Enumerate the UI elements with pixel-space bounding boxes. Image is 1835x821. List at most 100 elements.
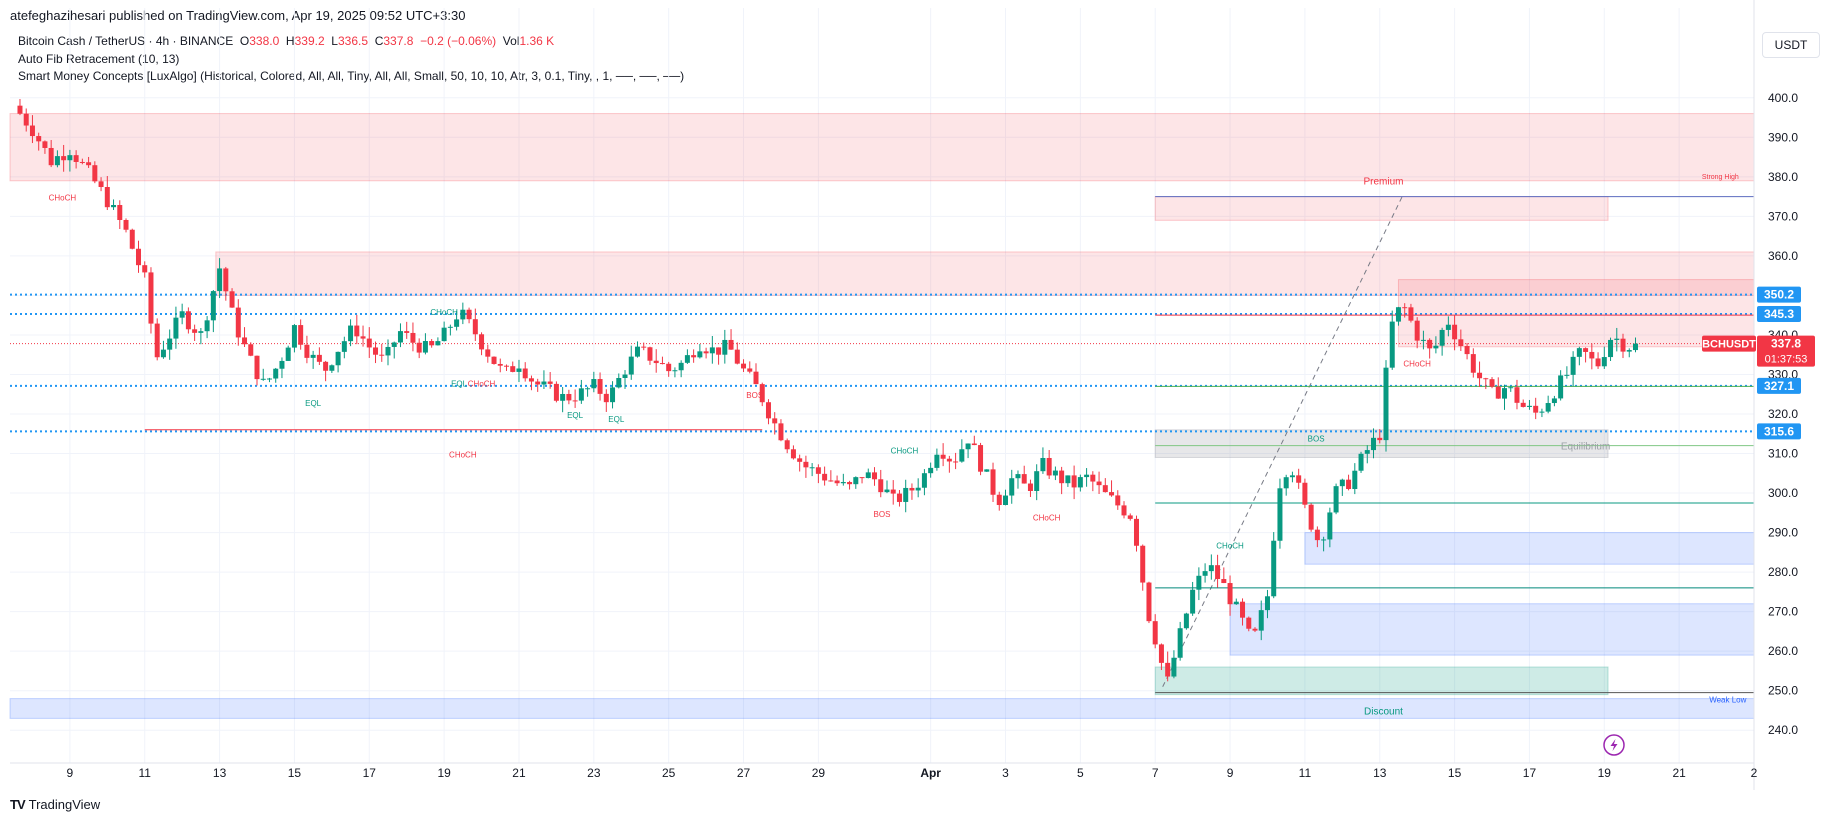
candle (179, 311, 185, 318)
candle (822, 473, 828, 481)
y-tick-label: 300.0 (1768, 486, 1798, 500)
candle (909, 487, 915, 491)
currency-button[interactable]: USDT (1762, 32, 1820, 58)
candle (1339, 479, 1345, 487)
candle (759, 384, 765, 403)
candle (260, 378, 266, 380)
candle (1333, 486, 1339, 513)
candle (797, 458, 803, 462)
zone-demand (9, 698, 1755, 719)
zone-discount (1154, 666, 1609, 696)
price-axis: 240.0 250.0 260.0 270.0 280.0 290.0 300.0 310.0… (1768, 91, 1798, 737)
candle (167, 338, 173, 350)
candle (1402, 307, 1408, 309)
candle (1065, 475, 1071, 484)
x-tick-label: 11 (138, 766, 151, 780)
x-tick-label: 5 (1077, 766, 1084, 780)
annotation-label: CHoCH (891, 447, 919, 456)
annotation-label: EQL (305, 399, 322, 408)
candle (915, 487, 921, 491)
x-tick-label: 13 (213, 766, 227, 780)
candle (1502, 388, 1508, 399)
symbol-tag-label: BCHUSDT (1702, 339, 1756, 351)
level-price-label: 350.2 (1764, 288, 1794, 302)
candle (547, 381, 553, 384)
candle (566, 393, 572, 401)
y-tick-label: 270.0 (1768, 605, 1798, 619)
candle (329, 365, 335, 371)
structure-lines (144, 196, 1754, 694)
candle (466, 309, 472, 320)
candle (1321, 539, 1327, 541)
candle (1383, 367, 1389, 441)
candle (528, 378, 534, 382)
candle (1227, 583, 1233, 605)
candle (422, 341, 428, 353)
candle (1165, 662, 1171, 677)
y-tick-label: 250.0 (1768, 684, 1798, 698)
y-tick-label: 360.0 (1768, 249, 1798, 263)
candle (1371, 437, 1377, 451)
candle (304, 344, 310, 358)
candle (996, 494, 1002, 506)
candle (953, 461, 959, 463)
publish-line: atefeghazihesari published on TradingVie… (10, 8, 466, 23)
change-value: −0.2 (−0.06%) (420, 34, 497, 48)
candle (485, 349, 491, 357)
tradingview-footer[interactable]: TV TradingView (10, 797, 100, 812)
indicator-smc[interactable]: Smart Money Concepts [LuxAlgo] (Historic… (18, 69, 685, 83)
high-value: 339.2 (294, 34, 325, 48)
y-tick-label: 280.0 (1768, 565, 1798, 579)
open-value: 338.0 (249, 34, 280, 48)
candle (42, 141, 48, 148)
annotation-label: BOS (874, 510, 891, 519)
candle (678, 362, 684, 371)
candle (903, 487, 909, 502)
candle (404, 331, 410, 333)
candle (1589, 351, 1595, 359)
last-price-label: 337.8 (1771, 337, 1801, 351)
candle (1433, 345, 1439, 349)
indicator-fib[interactable]: Auto Fib Retracement (10, 13) (18, 52, 180, 66)
candle (273, 368, 279, 379)
candle (1121, 505, 1127, 516)
candle (1458, 339, 1464, 347)
candle (1034, 471, 1040, 492)
lightning-icon[interactable] (1603, 734, 1625, 756)
candle (716, 347, 722, 355)
candle (928, 467, 934, 474)
symbol-name[interactable]: Bitcoin Cash / TetherUS · 4h · BINANCE (18, 34, 234, 48)
candle (510, 366, 516, 372)
candle (373, 347, 379, 355)
candle (597, 379, 603, 394)
candle (266, 378, 272, 380)
candle (341, 341, 347, 352)
level-price-tag (1757, 377, 1801, 394)
candle (254, 355, 260, 380)
fib-trend-line (1162, 196, 1403, 687)
zone-supply (215, 251, 1755, 296)
tradingview-brand: TradingView (28, 797, 101, 812)
annotation-label: Discount (1364, 706, 1403, 717)
annotation-label: BOS (1308, 435, 1325, 444)
candle (622, 374, 628, 378)
candle (235, 307, 241, 338)
candle (659, 363, 665, 365)
candle (1258, 610, 1264, 631)
candle (572, 400, 578, 402)
close-value: 337.8 (383, 34, 414, 48)
candle (1296, 475, 1302, 483)
y-tick-label: 320.0 (1768, 407, 1798, 421)
x-tick-label: 9 (1227, 766, 1234, 780)
candle (1246, 617, 1252, 629)
x-tick-label: Apr (920, 766, 941, 780)
candle (1364, 450, 1370, 454)
candle (790, 449, 796, 459)
x-tick-label: 19 (437, 766, 451, 780)
candle (734, 349, 740, 364)
candle (1470, 354, 1476, 373)
candle (616, 377, 622, 388)
candle (1233, 601, 1239, 605)
candle (360, 336, 366, 339)
